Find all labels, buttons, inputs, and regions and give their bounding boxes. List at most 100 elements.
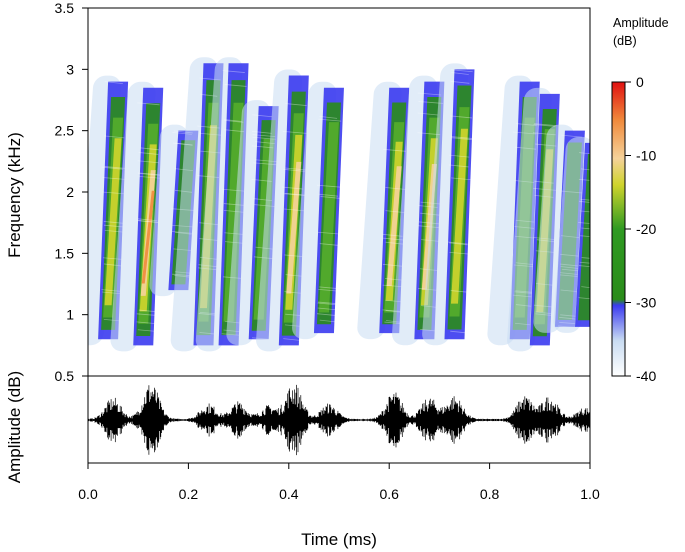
syllable-striation	[580, 235, 590, 238]
syllable-band	[386, 166, 402, 286]
syllable-striation	[252, 114, 273, 118]
colorbar-title-line1: Amplitude	[613, 16, 669, 30]
syllable-striation	[318, 301, 342, 305]
syllable-striation	[317, 231, 343, 235]
waveform-line	[88, 384, 590, 456]
syllable-striation	[319, 115, 338, 119]
syllable-striation	[104, 166, 126, 169]
syllable-striation	[285, 167, 307, 171]
waveform-trace	[88, 384, 590, 456]
syllable-8	[292, 81, 344, 340]
frequency-axis-ticks: 1 1.5 2 2.5 3 3.5 0.5	[55, 0, 88, 384]
syllable-striation	[317, 307, 339, 311]
colorbar-tick-label: -20	[636, 221, 656, 237]
syllable-striation	[136, 321, 159, 325]
syllable-striation	[283, 338, 303, 342]
colorbar-title-line2: (dB)	[613, 34, 637, 48]
x-tick-label: 0.8	[480, 486, 500, 502]
syllable-striation	[561, 134, 582, 138]
syllable-striation	[579, 152, 590, 155]
amplitude-axis-label: Amplitude (dB)	[5, 371, 24, 483]
y-tick-label: 1.5	[55, 245, 75, 261]
syllable-striation	[137, 172, 162, 176]
syllable-striation	[448, 164, 469, 168]
syllable-striation	[580, 198, 590, 201]
syllable-striation	[138, 152, 159, 155]
syllable-striation	[447, 241, 468, 245]
syllable-striation	[534, 123, 557, 127]
colorbar-gradient	[611, 81, 626, 377]
syllable-striation	[450, 115, 473, 119]
syllable-striation	[417, 92, 442, 96]
syllable-striation	[320, 196, 341, 199]
syllable-striation	[222, 70, 245, 73]
syllable-striation	[318, 118, 342, 122]
syllable-striation	[579, 261, 590, 264]
syllable-striation	[450, 69, 473, 73]
syllable-striation	[317, 184, 342, 188]
syllable-striation	[578, 265, 590, 268]
syllable-striation	[103, 135, 125, 139]
y-tick-label-bottom: 0.5	[55, 368, 75, 384]
syllable-striation	[319, 319, 339, 323]
syllable-striation	[383, 148, 406, 152]
syllable-striation	[449, 242, 468, 246]
syllable-striation	[449, 251, 473, 255]
syllable-striation	[533, 124, 556, 127]
syllable-striation	[285, 103, 307, 106]
syllable-band	[104, 138, 122, 306]
syllable-striation	[581, 227, 590, 230]
colorbar-tick-label: -40	[636, 368, 656, 384]
frequency-axis-label: Frequency (kHz)	[5, 132, 24, 258]
time-axis-label: Time (ms)	[301, 530, 377, 549]
x-tick-label: 1.0	[580, 486, 600, 502]
syllable-striation	[137, 102, 160, 106]
syllable-striation	[101, 166, 123, 170]
y-tick-label: 3	[66, 61, 74, 77]
y-tick-label: 2.5	[55, 123, 75, 139]
syllable-striation	[451, 72, 469, 75]
syllable-1	[88, 75, 129, 346]
syllable-band	[578, 153, 590, 321]
colorbar-ticks: 0 -10 -20 -30 -40	[625, 74, 656, 384]
y-tick-label: 3.5	[55, 0, 75, 16]
syllable-striation	[317, 302, 339, 306]
syllable-striation	[137, 329, 161, 333]
syllable-striation	[283, 168, 305, 172]
syllable-striation	[581, 257, 590, 259]
syllable-striation	[139, 147, 160, 151]
syllable-striation	[451, 177, 473, 181]
colorbar: Amplitude (dB) 0 -10 -20 -30 -40	[611, 16, 669, 384]
syllable-striation	[450, 330, 470, 334]
syllable-striation	[319, 243, 341, 246]
y-tick-label: 1	[66, 307, 74, 323]
syllable-striation	[136, 313, 162, 317]
syllable-9	[357, 81, 410, 340]
syllable-striation	[104, 81, 123, 85]
syllable-striation	[224, 120, 244, 123]
syllable-striation	[580, 168, 590, 171]
syllable-striation	[251, 130, 272, 134]
syllable-striation	[450, 290, 473, 293]
syllable-striation	[417, 112, 438, 116]
syllable-striation	[318, 193, 339, 197]
syllable-striation	[224, 84, 247, 87]
syllable-striation	[319, 286, 342, 290]
spectrogram-syllables	[88, 57, 590, 352]
syllable-band	[450, 128, 468, 304]
syllable-band	[286, 161, 302, 294]
spectrogram-panel: 1 1.5 2 2.5 3 3.5 0.5 Frequency (kHz)	[5, 0, 591, 384]
syllable-striation	[282, 130, 307, 134]
colorbar-tick-label: -30	[636, 295, 656, 311]
syllable-striation	[449, 154, 470, 158]
x-tick-label: 0.6	[379, 486, 399, 502]
waveform-panel: Amplitude (dB)	[5, 371, 591, 483]
syllable-striation	[450, 136, 473, 139]
syllable-band	[141, 190, 155, 284]
syllable-band	[223, 102, 244, 322]
syllable-band	[318, 122, 339, 313]
syllable-striation	[578, 297, 590, 300]
syllable-striation	[138, 309, 161, 313]
x-tick-label: 0.0	[78, 486, 98, 502]
syllable-striation	[316, 313, 338, 317]
